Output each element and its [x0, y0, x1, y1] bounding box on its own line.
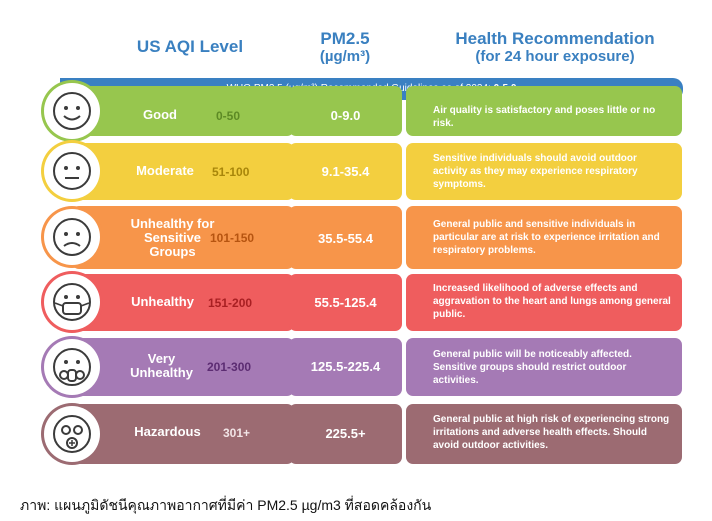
level-cell — [72, 86, 294, 136]
pm-value: 0-9.0 — [330, 108, 361, 123]
recommendation-text: General public at high risk of experienc… — [433, 414, 670, 451]
header-pm25: PM2.5 (µg/m³) — [285, 29, 405, 66]
aqi-row-unhealthy-sensitive: Unhealthy for Sensitive Groups 101-150 3… — [44, 206, 682, 269]
smile-face-icon — [44, 83, 100, 139]
recommendation-text: General public and sensitive individuals… — [433, 219, 660, 256]
level-label: Moderate — [136, 163, 194, 178]
recommendation-text: Increased likelihood of adverse effects … — [433, 283, 671, 320]
header-rec-sub: (for 24 hour exposure) — [475, 48, 635, 65]
aqi-range: 301+ — [223, 426, 251, 440]
aqi-row-unhealthy: Unhealthy 151-200 55.5-125.4 Increased l… — [44, 274, 682, 331]
header-aqi: US AQI Level — [136, 37, 244, 56]
level-cell — [72, 404, 294, 464]
aqi-row-hazardous: Hazardous 301+ 225.5+ General public at … — [44, 404, 682, 464]
aqi-row-good: Good 0-50 0-9.0 Air quality is satisfact… — [44, 83, 682, 139]
level-cell — [72, 206, 294, 269]
pm-cell — [289, 143, 402, 200]
recommendation-text: Air quality is satisfactory and poses li… — [433, 105, 656, 129]
header-pm25-unit: (µg/m³) — [319, 48, 371, 65]
pm-cell — [289, 404, 402, 464]
aqi-range: 51-100 — [212, 165, 250, 179]
recommendation-cell — [406, 86, 682, 136]
recommendation-cell — [406, 274, 682, 331]
header-pm25-title: PM2.5 — [320, 29, 370, 48]
recommendation-text: General public will be noticeably affect… — [433, 349, 632, 386]
recommendation-cell — [406, 206, 682, 269]
level-cell — [72, 338, 294, 396]
header-recommendation: Health Recommendation (for 24 hour expos… — [420, 29, 690, 66]
level-label: Hazardous — [134, 424, 201, 439]
pm-value: 125.5-225.4 — [310, 359, 381, 374]
aqi-row-moderate: Moderate 51-100 9.1-35.4 Sensitive indiv… — [44, 143, 682, 200]
neutral-face-icon — [44, 143, 100, 199]
recommendation-cell — [406, 404, 682, 464]
aqi-range: 151-200 — [208, 296, 253, 310]
recommendation-cell — [406, 338, 682, 396]
respirator-face-icon — [44, 339, 100, 395]
aqi-row-very-unhealthy: Very Unhealthy 201-300 125.5-225.4 Gener… — [44, 338, 682, 396]
level-label: Unhealthy for Sensitive Groups — [130, 216, 215, 259]
level-cell — [72, 274, 294, 331]
pm-value: 55.5-125.4 — [314, 295, 377, 310]
pm-cell — [289, 206, 402, 269]
pm-value: 225.5+ — [325, 426, 366, 441]
recommendation-cell — [406, 143, 682, 200]
pm-value: 9.1-35.4 — [321, 164, 370, 179]
aqi-range: 201-300 — [207, 360, 252, 374]
frown-face-icon — [44, 209, 100, 265]
header-rec-title: Health Recommendation — [455, 29, 655, 48]
mask-face-icon — [44, 274, 100, 330]
image-caption: ภาพ: แผนภูมิดัชนีคุณภาพอากาศที่มีค่า PM2… — [20, 497, 432, 513]
level-cell — [72, 143, 294, 200]
level-label: Good — [143, 107, 177, 122]
level-label: Unhealthy — [131, 294, 194, 309]
aqi-range: 0-50 — [216, 109, 241, 123]
pm-cell — [289, 338, 402, 396]
gas-mask-face-icon — [44, 406, 100, 462]
pm-cell — [289, 86, 402, 136]
pm-value: 35.5-55.4 — [318, 231, 373, 246]
recommendation-text: Sensitive individuals should avoid outdo… — [433, 153, 638, 190]
level-label: Very Unhealthy — [130, 351, 193, 380]
aqi-range: 101-150 — [210, 231, 255, 245]
pm-cell — [289, 274, 402, 331]
